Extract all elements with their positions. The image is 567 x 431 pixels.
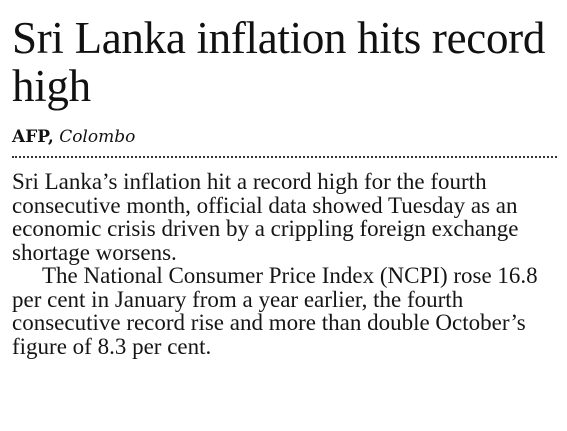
byline-dateline: Colombo — [59, 127, 136, 147]
paragraph: The National Consumer Price Index (NCPI)… — [12, 263, 538, 359]
paragraph: Sri Lanka’s inflation hit a record high … — [12, 169, 519, 265]
dotted-divider — [12, 156, 557, 158]
byline: AFP, Colombo — [12, 127, 557, 147]
headline: Sri Lanka inflation hits record high — [12, 13, 546, 111]
news-article: Sri Lanka inflation hits record high AFP… — [12, 14, 557, 358]
article-body: Sri Lanka’s inflation hit a record high … — [12, 170, 557, 358]
byline-agency: AFP, — [12, 127, 54, 147]
